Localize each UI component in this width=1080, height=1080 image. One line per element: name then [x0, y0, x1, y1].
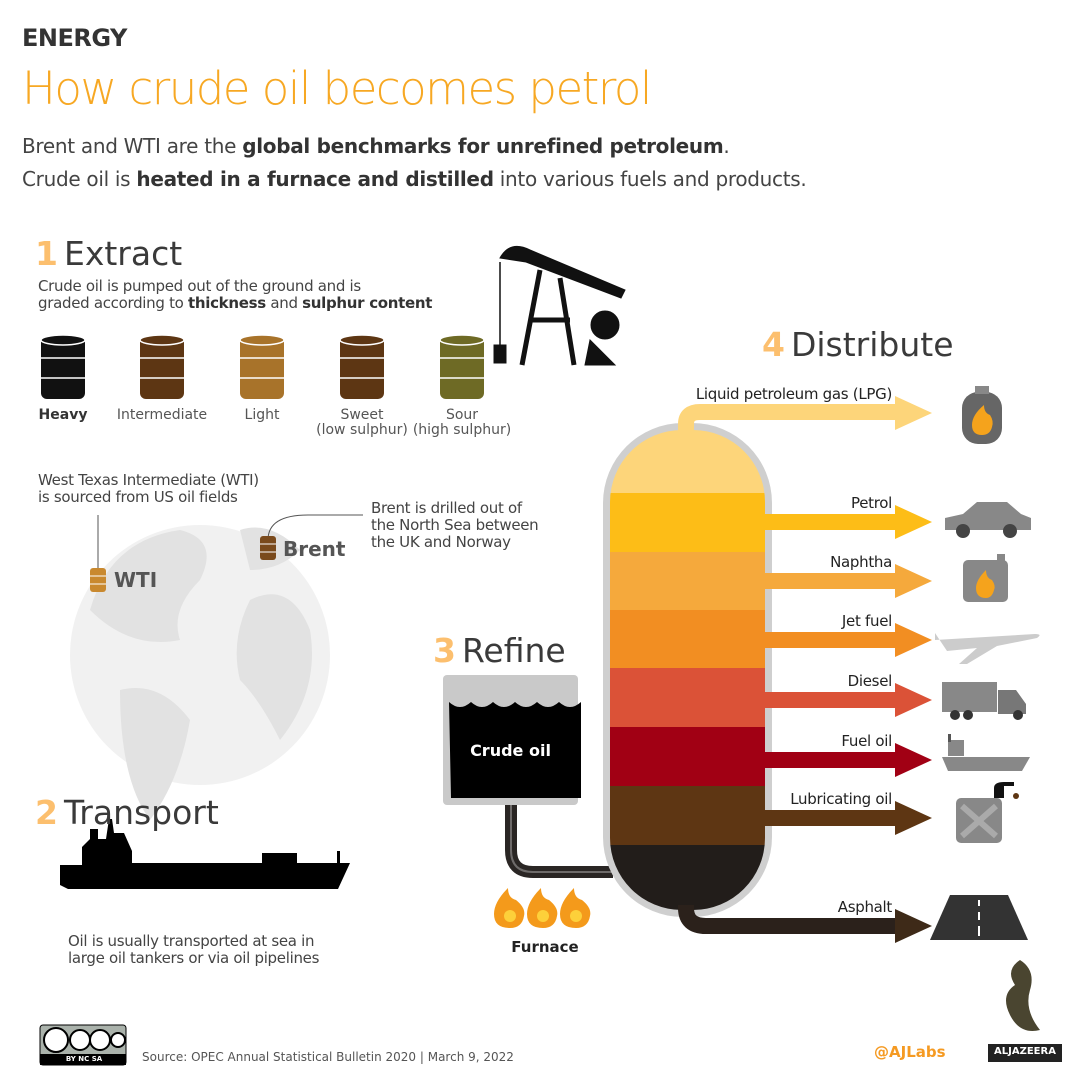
wti-label: WTI	[114, 568, 158, 592]
barrel-icon	[439, 334, 485, 399]
product-label: Naphtha	[830, 553, 892, 571]
airplane-icon	[935, 633, 1040, 664]
extract-description: Crude oil is pumped out of the ground an…	[38, 277, 433, 312]
barrel-icon	[239, 334, 285, 399]
ship-icon	[942, 734, 1030, 771]
column-band	[610, 493, 765, 552]
barrel-grade: Heavy	[38, 407, 88, 423]
barrel-grade: Sweet	[340, 407, 384, 423]
barrel-label: Heavy	[8, 408, 118, 423]
barrel-icon	[40, 334, 86, 399]
fuel-can-icon	[963, 554, 1008, 602]
barrel-sulphur: (high sulphur)	[412, 422, 512, 438]
brent-note: Brent is drilled out of the North Sea bet…	[371, 499, 539, 551]
product-arrow	[765, 683, 932, 717]
furnace-label: Furnace	[511, 938, 579, 956]
column-band	[610, 610, 765, 668]
lpg-pipe	[678, 404, 896, 432]
truck-icon	[942, 682, 1026, 720]
subtitle-line-1: Brent and WTI are the global benchmarks …	[22, 134, 730, 158]
product-label: Jet fuel	[841, 612, 892, 630]
furnace-flames-icon	[494, 888, 591, 928]
wti-barrel-icon	[90, 568, 106, 592]
column-band	[610, 430, 765, 493]
feed-pipe	[505, 805, 613, 878]
product-arrow	[765, 505, 932, 539]
column-band	[610, 786, 765, 845]
product-label: Lubricating oil	[790, 790, 892, 808]
aljazeera-calligraphy-logo	[1006, 960, 1040, 1031]
crude-oil-tank	[443, 675, 581, 805]
car-icon	[945, 502, 1031, 538]
brent-label: Brent	[283, 537, 346, 561]
step-transport-heading: 2 Transport	[35, 793, 219, 832]
barrel-grade: Light	[244, 407, 280, 423]
barrel-label: Light	[207, 408, 317, 423]
barrel-sulphur: (low sulphur)	[316, 422, 408, 438]
creative-commons-badge	[39, 1024, 127, 1066]
pumpjack-icon	[493, 245, 626, 366]
crude-oil-label: Crude oil	[470, 741, 551, 760]
subtitle-line-2: Crude oil is heated in a furnace and dis…	[22, 167, 807, 191]
product-label: Petrol	[850, 494, 892, 512]
barrel-icon	[339, 334, 385, 399]
aljazeera-logo: ALJAZEERA	[994, 1046, 1056, 1057]
barrel-label: Sweet (low sulphur)	[307, 408, 417, 438]
column-band	[610, 668, 765, 727]
product-label: Diesel	[847, 672, 893, 690]
ajlabs-logo: @AJLabs	[874, 1043, 946, 1061]
product-arrow	[765, 801, 932, 835]
page-title: How crude oil becomes petrol	[22, 62, 652, 115]
barrel-label: Intermediate	[107, 408, 217, 423]
step-extract-heading: 1 Extract	[35, 234, 183, 273]
oil-jerrycan-icon	[956, 782, 1019, 843]
barrel-grade: Intermediate	[116, 407, 208, 423]
category-label: ENERGY	[22, 24, 127, 52]
column-band	[610, 727, 765, 786]
barrel-grade: Sour	[445, 407, 479, 423]
product-arrow	[765, 564, 932, 598]
product-label: Fuel oil	[841, 732, 892, 750]
column-band	[610, 552, 765, 610]
aljazeera-wordmark-box	[988, 1044, 1062, 1062]
brent-barrel-icon	[260, 536, 276, 560]
license-label: BY NC SA	[65, 1055, 103, 1063]
brent-pointer-line	[267, 514, 363, 541]
product-label: Asphalt	[837, 898, 893, 916]
oil-tanker-icon	[60, 819, 350, 889]
product-label: Liquid petroleum gas (LPG)	[695, 385, 892, 403]
step-refine-heading: 3 Refine	[433, 631, 566, 670]
product-arrow	[765, 623, 932, 657]
product-arrow	[765, 743, 932, 777]
step-distribute-heading: 4 Distribute	[762, 325, 954, 364]
barrel-icon	[139, 334, 185, 399]
transport-description: Oil is usually transported at sea in larg…	[68, 932, 320, 967]
wti-note: West Texas Intermediate (WTI) is sourced …	[38, 471, 259, 506]
source-note: Source: OPEC Annual Statistical Bulletin…	[142, 1050, 514, 1064]
globe-icon	[70, 525, 330, 820]
gas-cylinder-icon	[962, 386, 1002, 444]
asphalt-pipe	[678, 905, 896, 934]
product-arrow	[895, 396, 932, 430]
road-icon	[930, 895, 1028, 940]
barrel-label: Sour (high sulphur)	[407, 408, 517, 438]
product-arrow	[895, 909, 932, 943]
